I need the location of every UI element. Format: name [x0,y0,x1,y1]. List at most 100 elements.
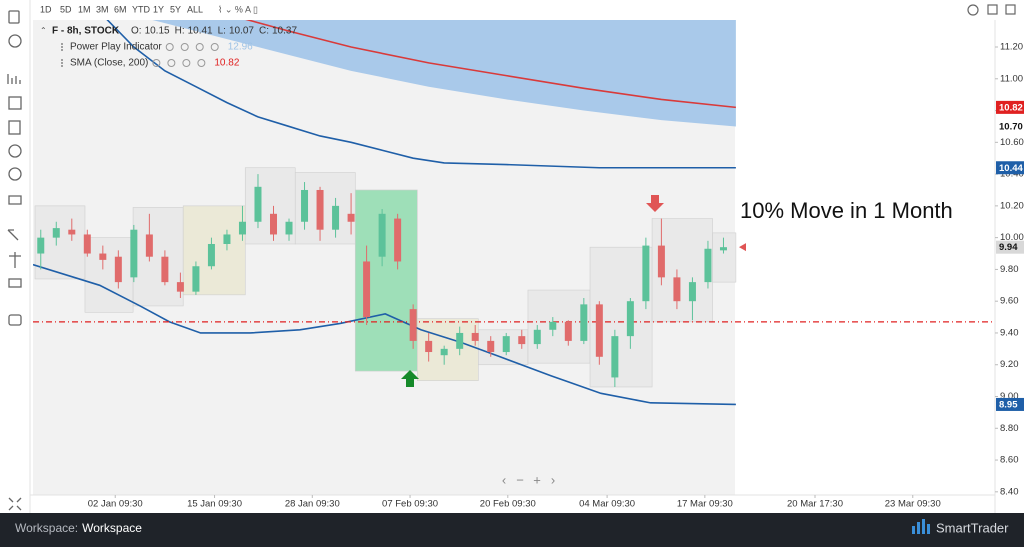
range-box [132,207,184,307]
y-tick-label: 10.00 [1000,232,1024,243]
candle-body [626,301,634,337]
x-tick-label: 15 Jan 09:30 [187,499,242,510]
icon-cursor[interactable] [7,229,19,241]
y-tick-label: 10.20 [1000,200,1024,211]
ohlc-value: 10.37 [272,26,297,37]
indicator-icon[interactable] [152,59,161,67]
range-button[interactable]: 1Y [153,4,164,14]
range-button[interactable]: 5D [60,4,72,14]
indicator-icon[interactable] [197,59,206,67]
x-tick-label: 07 Feb 09:30 [382,499,438,510]
price-tag [996,100,1024,114]
indicator-icon[interactable] [195,43,204,51]
indicator-icon[interactable] [167,59,176,67]
candle-body [502,336,510,353]
y-tick-label: 9.60 [1000,296,1019,307]
y-tick-label: 8.60 [1000,455,1019,466]
y-tick-label: 9.20 [1000,359,1019,370]
candle-body [301,189,309,222]
indicator-icon[interactable] [182,59,191,67]
range-button[interactable]: 5Y [170,4,181,14]
annotation: 10% Move in 1 Month [740,198,953,223]
icon-camera[interactable] [8,314,22,326]
range-button[interactable]: 1D [40,4,52,14]
legend-symbol: F - 8h, STOCK [52,26,120,37]
candle-body [176,282,184,292]
icon-clock[interactable] [8,144,22,158]
x-tick-label: 23 Mar 09:30 [885,499,941,510]
icon-dollar[interactable] [8,167,22,181]
toolbar-draw[interactable]: ⌇ ⌄ % A ▯ [218,4,258,14]
icon-measure[interactable] [8,278,22,288]
x-tick-label: 20 Feb 09:30 [480,499,536,510]
y-tick-label: 8.40 [1000,486,1019,497]
y-tick-label: 11.20 [1000,42,1023,53]
nav-button[interactable]: › [551,472,555,487]
range-button[interactable]: 3M [96,4,109,14]
icon-settings[interactable] [967,4,979,16]
icon-hand[interactable] [8,195,22,205]
indicator-line [245,20,736,109]
icon-window[interactable] [987,4,998,15]
icon-close[interactable] [1005,4,1016,15]
candle-body [456,332,464,349]
x-tick-label: 28 Jan 09:30 [285,499,340,510]
candle-body [533,329,541,345]
candle-body [688,282,696,302]
candle-body [487,340,495,353]
candle-body [363,261,371,318]
icon-add[interactable] [8,34,22,48]
icon-copy[interactable] [8,10,20,24]
ohlc-value: 10.07 [229,26,254,37]
y-tick-label: 9.00 [1000,391,1019,402]
candle-body [347,213,355,222]
candle-body [518,336,526,345]
icon-list[interactable] [8,96,22,110]
x-tick-label: 17 Mar 09:30 [677,499,733,510]
icon-line[interactable] [9,252,21,268]
candle-body [378,213,386,257]
footer-workspace[interactable]: Workspace [82,521,142,535]
candle-body [564,321,572,341]
top-icons [967,4,1016,16]
candle-body [99,253,107,260]
footer-label: Workspace: [15,521,78,535]
range-button[interactable]: 1M [78,4,91,14]
y-tick-label: 9.80 [1000,264,1019,275]
candle-body [192,266,200,292]
nav-button[interactable]: − [516,472,524,487]
price-tag [996,161,1024,175]
sell-arrow [646,195,664,212]
price-tag-label: 10.70 [999,121,1023,132]
icon-expand[interactable] [8,497,22,511]
nav-button[interactable]: ‹ [502,472,506,487]
candle-body [316,189,324,230]
candle-body [471,332,479,341]
indicator-value: 12.96 [228,42,253,53]
range-button[interactable]: YTD [132,4,151,14]
indicator-value: 10.82 [214,58,239,69]
ohlc-label: H: [175,26,185,37]
range-button[interactable]: ALL [187,4,203,14]
indicator-icon[interactable] [210,43,219,51]
price-tag-label: 10.82 [999,102,1023,113]
candle-body [580,304,588,341]
icon-chart[interactable] [7,74,21,84]
buy-arrow [401,370,419,387]
ohlc-value: 10.15 [145,26,170,37]
range-button[interactable]: 6M [114,4,127,14]
drag-handle [61,43,63,45]
candle-body [207,243,215,267]
price-tag [996,240,1024,254]
candle-body [37,237,45,254]
candle-body [254,186,262,222]
plot [33,20,995,406]
nav-button[interactable]: + [533,472,541,487]
indicator-icon[interactable] [165,43,174,51]
icon-doc[interactable] [8,120,21,135]
indicator-icon[interactable] [180,43,189,51]
candle-body [425,340,433,353]
candle-body [657,245,665,278]
